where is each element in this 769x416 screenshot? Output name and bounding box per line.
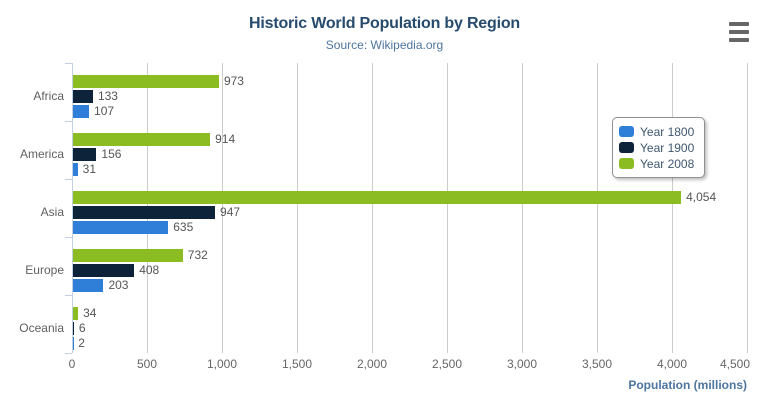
value-axis: 0 500 1,000 1,500 2,000 2,500 3,000 3,500 4,000 4…	[68, 357, 751, 371]
legend-item-label: Year 1800	[640, 124, 695, 139]
bar-year-1800-america[interactable]	[73, 163, 78, 176]
bar-value-label: 635	[173, 220, 194, 234]
category-label: Asia	[40, 205, 64, 219]
bar-year-1800-europe[interactable]	[73, 279, 104, 292]
category-label: Europe	[25, 263, 64, 277]
gridline	[372, 63, 373, 353]
plot-area: 973 133 107 914 156 31 4,054 947 635 732 408 203 34 6…	[65, 63, 748, 354]
bar-year-1900-europe[interactable]	[73, 264, 135, 277]
x-tick-label: 0	[68, 357, 76, 371]
x-tick-label: 3,000	[506, 357, 538, 371]
x-tick-label: 1,000	[206, 357, 238, 371]
context-menu-button[interactable]	[727, 20, 751, 44]
category-label: Africa	[33, 89, 64, 103]
bar-value-label: 34	[83, 306, 97, 320]
bar-value-label: 156	[101, 147, 122, 161]
legend-swatch-icon	[619, 158, 634, 169]
category-axis: Africa America Asia Europe Oceania	[0, 63, 64, 353]
bar-year-1900-asia[interactable]	[73, 206, 216, 219]
gridline	[597, 63, 598, 353]
gridline	[522, 63, 523, 353]
legend: Year 1800 Year 1900 Year 2008	[612, 117, 706, 178]
category-tick	[65, 237, 72, 238]
chart-subtitle: Source: Wikipedia.org	[325, 38, 444, 52]
bar-year-2008-america[interactable]	[73, 133, 211, 146]
gridline	[447, 63, 448, 353]
bar-year-1800-africa[interactable]	[73, 105, 90, 118]
legend-item-year-1800[interactable]: Year 1800	[619, 124, 694, 139]
bar-value-label: 914	[215, 132, 236, 146]
category-label: Oceania	[19, 321, 64, 335]
bar-value-label: 732	[187, 248, 208, 262]
category-label: America	[19, 147, 64, 161]
legend-item-year-1900[interactable]: Year 1900	[619, 140, 694, 155]
legend-swatch-icon	[619, 126, 634, 137]
hamburger-icon	[729, 30, 749, 34]
x-axis-title: Population (millions)	[628, 378, 747, 392]
category-tick	[65, 353, 72, 354]
bar-value-label: 2	[78, 336, 85, 350]
bar-value-label: 31	[82, 162, 96, 176]
bar-year-2008-oceania[interactable]	[73, 307, 79, 320]
x-tick-label: 2,000	[356, 357, 388, 371]
legend-item-label: Year 2008	[640, 156, 695, 171]
bar-value-label: 133	[97, 89, 118, 103]
gridline	[297, 63, 298, 353]
legend-swatch-icon	[619, 142, 634, 153]
bar-year-2008-africa[interactable]	[73, 75, 219, 88]
x-tick-label: 1,500	[281, 357, 313, 371]
bar-value-label: 947	[220, 205, 241, 219]
bar-year-1900-america[interactable]	[73, 148, 97, 161]
category-tick	[65, 179, 72, 180]
bar-value-label: 107	[94, 104, 115, 118]
bar-year-2008-europe[interactable]	[73, 249, 183, 262]
category-tick	[65, 63, 72, 64]
bar-year-1900-africa[interactable]	[73, 90, 93, 103]
y-axis-line	[72, 63, 73, 353]
legend-item-label: Year 1900	[640, 140, 695, 155]
gridline	[672, 63, 673, 353]
bar-value-label: 408	[139, 263, 160, 277]
x-tick-label: 3,500	[581, 357, 613, 371]
chart-title: Historic World Population by Region	[249, 15, 520, 32]
bar-year-1800-asia[interactable]	[73, 221, 169, 234]
bar-value-label: 4,054	[686, 190, 717, 204]
x-tick-label: 4,500	[719, 357, 751, 371]
x-tick-label: 500	[136, 357, 158, 371]
gridline	[222, 63, 223, 353]
hamburger-icon	[729, 22, 749, 26]
x-tick-label: 4,000	[656, 357, 688, 371]
bar-year-2008-asia[interactable]	[73, 191, 682, 204]
bar-year-1900-oceania[interactable]	[73, 322, 74, 335]
category-tick	[65, 295, 72, 296]
bar-value-label: 973	[223, 74, 244, 88]
legend-item-year-2008[interactable]: Year 2008	[619, 156, 694, 171]
hamburger-icon	[729, 38, 749, 42]
gridline	[747, 63, 748, 353]
category-tick	[65, 121, 72, 122]
x-tick-label: 2,500	[431, 357, 463, 371]
bar-value-label: 203	[108, 278, 129, 292]
bar-value-label: 6	[78, 321, 86, 335]
